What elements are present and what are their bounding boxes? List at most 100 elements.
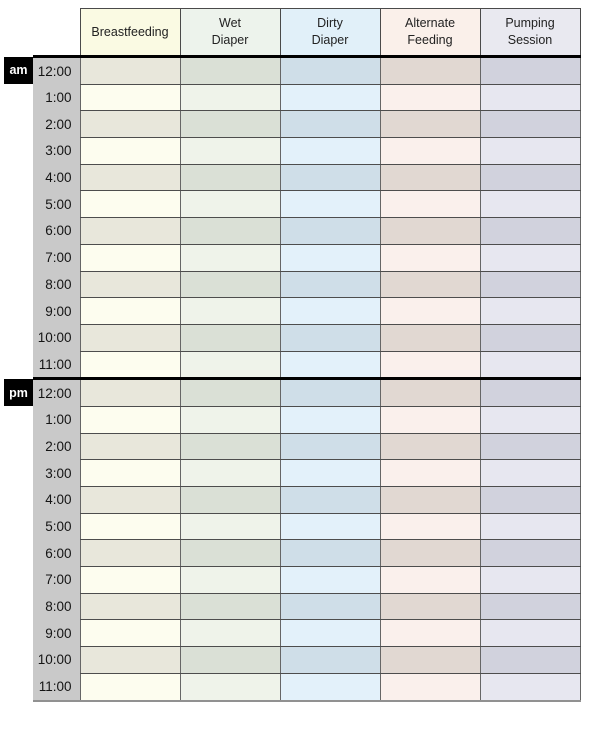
tracking-chart-table: Breastfeeding Wet Diaper Dirty Diaper Al… [4,8,581,702]
ampm-gutter-spacer [4,190,33,218]
entry-cell-dirty-diaper-am-10:00 [279,323,381,352]
time-label-pm-12:00: 12:00 [33,378,80,407]
entry-cell-wet-diaper-pm-12:00 [179,378,281,407]
entry-cell-wet-diaper-am-12:00 [179,56,281,85]
entry-cell-wet-diaper-am-9:00 [179,297,281,325]
entry-cell-pumping-session-am-12:00 [479,56,581,85]
entry-cell-breastfeeding-pm-1:00 [79,405,181,434]
entry-cell-dirty-diaper-am-9:00 [279,297,381,325]
hour-row-pm-2:00: 2:00 [4,432,581,461]
entry-cell-alternate-feeding-pm-11:00 [379,672,481,702]
entry-cell-dirty-diaper-am-4:00 [279,163,381,192]
entry-cell-breastfeeding-pm-2:00 [79,432,181,461]
entry-cell-alternate-feeding-pm-6:00 [379,539,481,568]
entry-cell-pumping-session-pm-2:00 [479,432,581,461]
entry-cell-breastfeeding-pm-11:00 [79,672,181,702]
hour-row-pm-8:00: 8:00 [4,592,581,621]
hour-row-pm-7:00: 7:00 [4,566,581,594]
entry-cell-alternate-feeding-am-2:00 [379,110,481,139]
hour-row-am-9:00: 9:00 [4,297,581,325]
entry-cell-alternate-feeding-am-8:00 [379,270,481,299]
entry-cell-dirty-diaper-pm-6:00 [279,539,381,568]
time-label-pm-10:00: 10:00 [33,646,80,674]
entry-cell-alternate-feeding-pm-10:00 [379,646,481,674]
hour-row-am-12:00: am 12:00 [4,56,581,85]
hour-row-pm-6:00: 6:00 [4,539,581,568]
ampm-gutter-spacer [4,486,33,514]
entry-cell-pumping-session-pm-1:00 [479,405,581,434]
entry-cell-pumping-session-am-7:00 [479,243,581,272]
entry-cell-alternate-feeding-pm-3:00 [379,459,481,487]
entry-cell-wet-diaper-am-3:00 [179,137,281,165]
entry-cell-wet-diaper-pm-3:00 [179,459,281,487]
entry-cell-alternate-feeding-am-12:00 [379,56,481,85]
ampm-gutter-spacer [4,459,33,487]
ampm-gutter-spacer [4,593,33,620]
entry-cell-alternate-feeding-pm-5:00 [379,512,481,541]
entry-cell-dirty-diaper-am-8:00 [279,270,381,299]
hour-row-am-11:00: 11:00 [4,350,581,381]
entry-cell-pumping-session-am-9:00 [479,297,581,325]
entry-cell-pumping-session-pm-4:00 [479,486,581,514]
hour-row-am-7:00: 7:00 [4,243,581,272]
hour-row-pm-12:00: pm 12:00 [4,378,581,407]
entry-cell-breastfeeding-am-4:00 [79,163,181,192]
entry-cell-wet-diaper-pm-11:00 [179,672,281,702]
entry-cell-breastfeeding-am-1:00 [79,83,181,112]
entry-cell-pumping-session-pm-10:00 [479,646,581,674]
entry-cell-dirty-diaper-am-5:00 [279,190,381,219]
entry-cell-dirty-diaper-pm-4:00 [279,486,381,514]
time-label-am-3:00: 3:00 [33,137,80,165]
am-section-marker: am [4,56,33,85]
entry-cell-breastfeeding-am-8:00 [79,270,181,299]
entry-cell-dirty-diaper-pm-2:00 [279,432,381,461]
ampm-gutter-spacer [4,137,33,165]
ampm-gutter-spacer [4,619,33,647]
entry-cell-wet-diaper-pm-4:00 [179,486,281,514]
time-label-am-1:00: 1:00 [33,84,80,111]
entry-cell-wet-diaper-pm-8:00 [179,592,281,621]
entry-cell-alternate-feeding-pm-7:00 [379,566,481,594]
hour-row-pm-11:00: 11:00 [4,672,581,702]
entry-cell-alternate-feeding-pm-1:00 [379,405,481,434]
entry-cell-dirty-diaper-am-12:00 [279,56,381,85]
time-label-pm-2:00: 2:00 [33,433,80,460]
time-label-am-10:00: 10:00 [33,324,80,352]
hour-row-am-1:00: 1:00 [4,83,581,112]
entry-cell-breastfeeding-pm-12:00 [79,378,181,407]
time-column-header-spacer [33,8,80,58]
ampm-gutter-spacer [4,539,33,567]
time-label-pm-3:00: 3:00 [33,459,80,487]
entry-cell-alternate-feeding-am-11:00 [379,350,481,381]
entry-cell-pumping-session-am-8:00 [479,270,581,299]
entry-cell-alternate-feeding-am-10:00 [379,323,481,352]
time-label-pm-1:00: 1:00 [33,406,80,434]
time-label-pm-8:00: 8:00 [33,593,80,620]
time-label-am-8:00: 8:00 [33,271,80,298]
entry-cell-wet-diaper-am-8:00 [179,270,281,299]
ampm-gutter-spacer [4,110,33,138]
entry-cell-breastfeeding-am-12:00 [79,56,181,85]
time-label-am-2:00: 2:00 [33,110,80,138]
entry-cell-alternate-feeding-am-5:00 [379,190,481,219]
entry-cell-dirty-diaper-am-2:00 [279,110,381,139]
entry-cell-pumping-session-am-10:00 [479,323,581,352]
column-header-dirty-diaper: Dirty Diaper [279,8,381,58]
ampm-gutter-spacer [4,513,33,540]
time-label-pm-9:00: 9:00 [33,619,80,647]
entry-cell-dirty-diaper-pm-1:00 [279,405,381,434]
ampm-gutter-spacer [4,673,33,701]
chart-header-row: Breastfeeding Wet Diaper Dirty Diaper Al… [4,8,581,58]
hour-row-pm-1:00: 1:00 [4,405,581,434]
ampm-gutter-spacer [4,566,33,594]
ampm-gutter-spacer [4,271,33,298]
time-label-am-5:00: 5:00 [33,190,80,218]
hour-row-am-10:00: 10:00 [4,323,581,352]
entry-cell-pumping-session-am-3:00 [479,137,581,165]
ampm-gutter-spacer [4,297,33,325]
time-label-am-12:00: 12:00 [33,56,80,85]
entry-cell-dirty-diaper-am-11:00 [279,350,381,381]
entry-cell-dirty-diaper-pm-9:00 [279,619,381,648]
entry-cell-breastfeeding-am-3:00 [79,137,181,165]
entry-cell-wet-diaper-pm-9:00 [179,619,281,648]
